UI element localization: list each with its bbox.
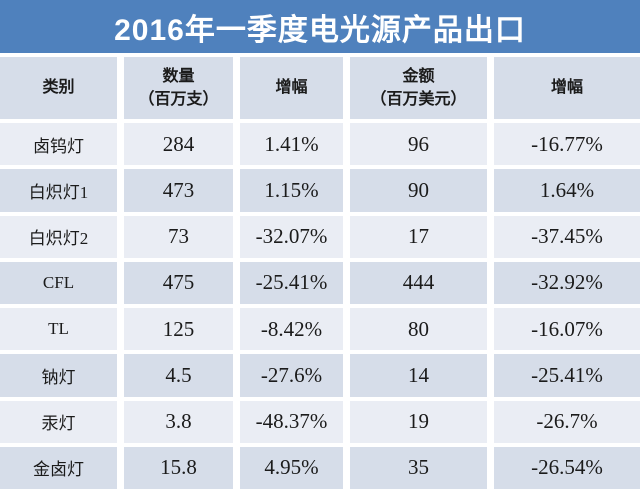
cell-quantity-growth: 4.95% (240, 446, 343, 489)
cell-amount: 14 (350, 354, 487, 397)
cell-amount: 96 (350, 123, 487, 166)
page-title: 2016年一季度电光源产品出口 (114, 13, 526, 47)
header-cell-amount-growth: 增幅 (494, 57, 640, 119)
cell-quantity: 73 (124, 215, 233, 258)
cell-quantity-growth: 1.41% (240, 123, 343, 166)
cell-category: CFL (0, 261, 117, 304)
title-banner: 2016年一季度电光源产品出口 (0, 0, 640, 53)
cell-quantity: 125 (124, 308, 233, 351)
header-sublabel: （百万美元） (370, 91, 467, 108)
header-cell-category: 类别 (0, 57, 117, 119)
cell-category: 白炽灯1 (0, 169, 117, 212)
header-label: 增幅 (275, 79, 308, 97)
cell-amount-growth: -16.77% (494, 123, 640, 166)
cell-quantity-growth: -48.37% (240, 400, 343, 443)
cell-quantity-growth: -27.6% (240, 354, 343, 397)
header-label: 数量 (162, 67, 195, 85)
cell-amount: 17 (350, 215, 487, 258)
cell-category: 卤钨灯 (0, 123, 117, 166)
cell-amount-growth: -26.7% (494, 400, 640, 443)
cell-amount: 35 (350, 446, 487, 489)
cell-quantity: 15.8 (124, 446, 233, 489)
header-cell-quantity: 数量 （百万支） (124, 57, 233, 119)
cell-quantity-growth: -25.41% (240, 261, 343, 304)
cell-amount: 444 (350, 261, 487, 304)
header-sublabel: （百万支） (138, 91, 219, 108)
header-label: 金额 (402, 67, 435, 85)
cell-amount-growth: -26.54% (494, 446, 640, 489)
cell-quantity: 475 (124, 261, 233, 304)
cell-category: TL (0, 308, 117, 351)
cell-amount: 19 (350, 400, 487, 443)
cell-amount-growth: 1.64% (494, 169, 640, 212)
cell-quantity: 473 (124, 169, 233, 212)
cell-amount-growth: -16.07% (494, 308, 640, 351)
header-cell-amount: 金额 （百万美元） (350, 57, 487, 119)
cell-amount: 80 (350, 308, 487, 351)
cell-quantity: 4.5 (124, 354, 233, 397)
cell-quantity: 3.8 (124, 400, 233, 443)
cell-amount-growth: -25.41% (494, 354, 640, 397)
cell-quantity-growth: -8.42% (240, 308, 343, 351)
cell-category: 金卤灯 (0, 446, 117, 489)
cell-amount-growth: -32.92% (494, 261, 640, 304)
cell-quantity-growth: -32.07% (240, 215, 343, 258)
cell-category: 汞灯 (0, 400, 117, 443)
header-cell-quantity-growth: 增幅 (240, 57, 343, 119)
export-table: 类别 数量 （百万支） 增幅 金额 （百万美元） 增幅 卤钨灯 28 (0, 57, 640, 489)
cell-category: 白炽灯2 (0, 215, 117, 258)
header-label: 类别 (42, 79, 75, 97)
cell-amount: 90 (350, 169, 487, 212)
cell-amount-growth: -37.45% (494, 215, 640, 258)
cell-category: 钠灯 (0, 354, 117, 397)
cell-quantity: 284 (124, 123, 233, 166)
header-label: 增幅 (550, 79, 583, 97)
cell-quantity-growth: 1.15% (240, 169, 343, 212)
